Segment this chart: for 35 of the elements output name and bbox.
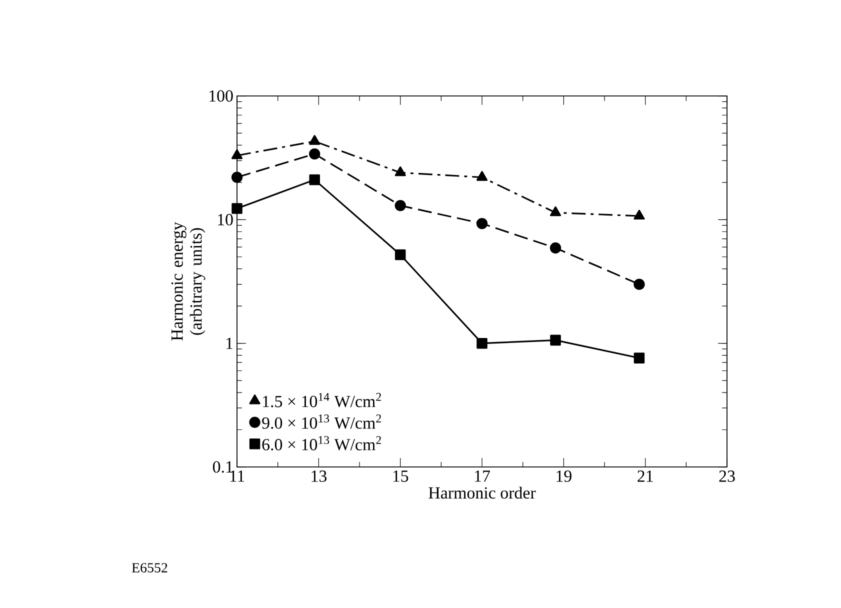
x-tick-label: 21	[638, 470, 653, 482]
y-tick-label: 1	[226, 338, 232, 349]
point	[309, 148, 320, 160]
point	[231, 149, 243, 160]
legend-label: 6.0 × 10$^{13}$ W/cm$^{2}$	[262, 436, 381, 450]
x-tick-label: 13	[312, 470, 326, 482]
x-tick-label: 15	[393, 470, 408, 482]
point	[231, 172, 243, 183]
point	[394, 166, 406, 176]
point	[476, 171, 488, 181]
legend-label: 1.5 × 10$^{14}$ W/cm$^{2}$	[263, 392, 381, 408]
point	[309, 135, 320, 145]
x-tick-label: 19	[556, 470, 572, 482]
x-tick-label: 23	[719, 470, 735, 482]
point	[634, 210, 645, 220]
text: E6552	[132, 563, 168, 572]
point	[550, 242, 562, 254]
point	[634, 278, 645, 290]
point	[394, 200, 406, 212]
point	[550, 206, 562, 216]
x-axis-title: Harmonic order	[428, 486, 536, 499]
y-tick-label: 100	[210, 90, 233, 102]
point	[394, 249, 406, 260]
point	[634, 352, 645, 364]
y-axis-title: Harmonic energy (arbitrary units)	[171, 222, 206, 341]
y-tick-label: 10	[218, 214, 233, 226]
x-tick-label: 11	[230, 470, 244, 482]
point	[476, 218, 488, 230]
point	[309, 174, 320, 186]
x-tick-label: 17	[475, 470, 490, 482]
y-tick-label: 0.1	[212, 461, 232, 473]
point	[550, 334, 561, 346]
point	[476, 338, 488, 349]
legend-label: 9.0 × 10$^{13}$ W/cm$^{2}$	[262, 414, 381, 429]
point	[232, 203, 242, 214]
